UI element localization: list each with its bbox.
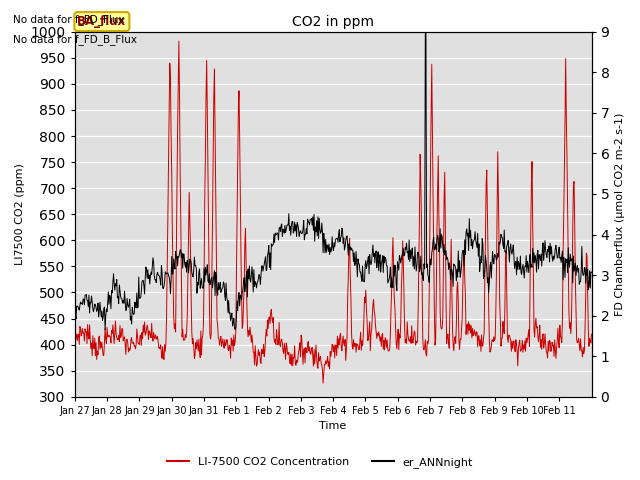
- Text: No data for f_FD_B_Flux: No data for f_FD_B_Flux: [13, 34, 137, 45]
- Text: No data for f_FD_Flux: No data for f_FD_Flux: [13, 14, 124, 25]
- Y-axis label: LI7500 CO2 (ppm): LI7500 CO2 (ppm): [15, 163, 25, 265]
- Legend: LI-7500 CO2 Concentration, er_ANNnight: LI-7500 CO2 Concentration, er_ANNnight: [163, 452, 477, 472]
- Y-axis label: FD Chamberflux (μmol CO2 m-2 s-1): FD Chamberflux (μmol CO2 m-2 s-1): [615, 113, 625, 316]
- Title: CO2 in ppm: CO2 in ppm: [292, 15, 374, 29]
- X-axis label: Time: Time: [319, 421, 347, 432]
- Text: BA_flux: BA_flux: [77, 15, 127, 28]
